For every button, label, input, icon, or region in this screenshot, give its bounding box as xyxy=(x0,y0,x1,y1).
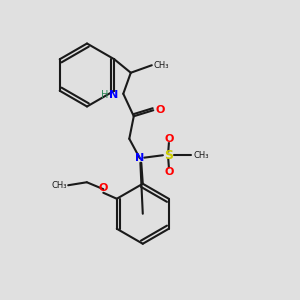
Text: N: N xyxy=(135,153,144,163)
Text: CH₃: CH₃ xyxy=(51,181,67,190)
Text: N: N xyxy=(109,90,118,100)
Text: O: O xyxy=(156,105,165,115)
Text: H: H xyxy=(101,90,108,100)
Text: CH₃: CH₃ xyxy=(153,61,169,70)
Text: CH₃: CH₃ xyxy=(193,151,209,160)
Text: S: S xyxy=(164,149,173,162)
Text: O: O xyxy=(164,134,174,144)
Text: O: O xyxy=(164,167,174,177)
Text: O: O xyxy=(99,183,108,193)
